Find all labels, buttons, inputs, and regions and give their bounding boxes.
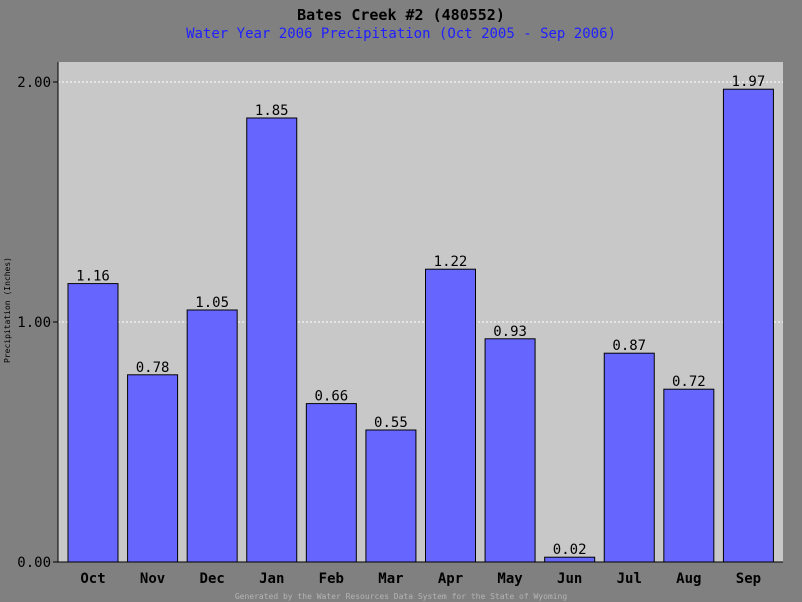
- x-tick-nov: Nov: [140, 571, 165, 587]
- bar-jan: [246, 117, 298, 563]
- data-label-nov: 0.78: [136, 360, 170, 376]
- data-label-aug: 0.72: [672, 374, 706, 390]
- y-tick-label-2: 2.00: [17, 75, 51, 91]
- x-tick-aug: Aug: [676, 571, 701, 587]
- bars: [67, 88, 774, 563]
- bar-dec: [186, 309, 238, 563]
- x-tick-jan: Jan: [259, 571, 284, 587]
- y-tick-label-0: 0.00: [17, 555, 51, 571]
- plot-area: [58, 62, 783, 562]
- bar-aug: [663, 388, 715, 563]
- bar-apr: [425, 268, 476, 563]
- x-tick-dec: Dec: [200, 571, 225, 587]
- bar-feb: [305, 403, 357, 563]
- data-label-jul: 0.87: [612, 338, 646, 354]
- bar-nov: [127, 374, 179, 563]
- bar-oct: [67, 283, 119, 563]
- footer-credit: Generated by the Water Resources Data Sy…: [235, 592, 568, 601]
- chart-subtitle: Water Year 2006 Precipitation (Oct 2005 …: [186, 26, 616, 42]
- bar-mar: [365, 429, 417, 563]
- x-tick-jul: Jul: [617, 571, 642, 587]
- data-label-dec: 1.05: [195, 295, 229, 311]
- x-tick-sep: Sep: [736, 571, 761, 587]
- data-label-mar: 0.55: [374, 415, 408, 431]
- x-tick-feb: Feb: [319, 571, 344, 587]
- data-label-feb: 0.66: [314, 389, 348, 405]
- x-tick-mar: Mar: [378, 571, 403, 587]
- x-tick-jun: Jun: [557, 571, 582, 587]
- y-axis-label: Precipitation (Inches): [3, 257, 12, 363]
- data-label-sep: 1.97: [732, 74, 766, 90]
- data-labels: 1.16 0.78 1.05 1.85 0.66 0.55 1.22 0.93 0.02 0.87…: [76, 74, 765, 558]
- axes: Oct Nov Dec Jan Feb Mar Apr May Jun Jul Aug Sep 0.00…: [17, 62, 783, 587]
- data-label-may: 0.93: [493, 324, 527, 340]
- data-label-apr: 1.22: [434, 254, 468, 270]
- data-label-jan: 1.85: [255, 103, 289, 119]
- gridlines: [58, 81, 783, 323]
- y-tick-label-1: 1.00: [17, 315, 51, 331]
- bar-jul: [603, 352, 655, 563]
- bar-may: [484, 338, 536, 563]
- x-tick-may: May: [497, 571, 523, 587]
- x-tick-apr: Apr: [438, 571, 463, 587]
- bar-sep: [722, 88, 774, 563]
- data-label-oct: 1.16: [76, 269, 110, 285]
- chart-title: Bates Creek #2 (480552): [297, 6, 505, 24]
- data-label-jun: 0.02: [553, 542, 587, 558]
- x-tick-oct: Oct: [80, 571, 105, 587]
